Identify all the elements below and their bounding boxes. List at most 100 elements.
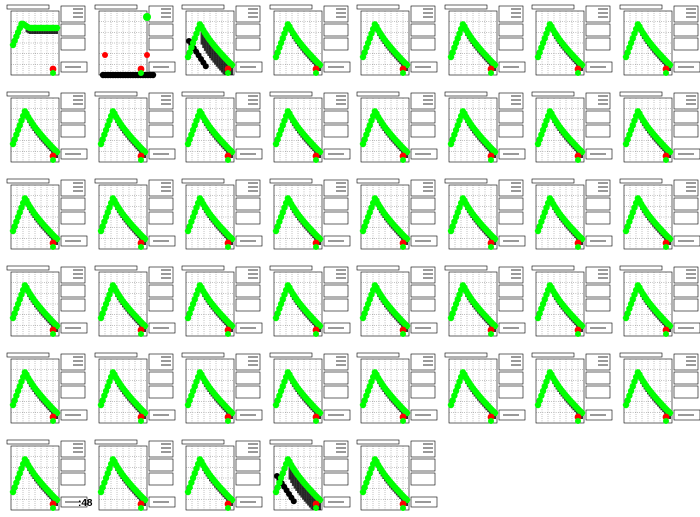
chart-panel: [268, 91, 352, 169]
chart-panel: [180, 352, 264, 430]
stats-box: [148, 23, 174, 37]
stats-box: [585, 211, 611, 225]
panel-title-box: [444, 352, 488, 358]
panel-title-box: [181, 352, 225, 358]
panel-title-box: [619, 91, 663, 97]
panel-svg: [269, 91, 351, 163]
green-marker: [225, 157, 231, 163]
tail-mark: [312, 493, 315, 510]
green-marker: [50, 70, 56, 76]
stats-box: [673, 211, 699, 225]
chart-panel: [5, 91, 89, 169]
green-marker: [488, 157, 494, 163]
stats-box: [148, 284, 174, 298]
green-marker: [225, 70, 231, 76]
green-marker: [50, 505, 56, 511]
chart-panel: [180, 265, 264, 343]
green-marker: [313, 70, 319, 76]
chart-panel: [268, 4, 352, 82]
stats-box: [498, 266, 524, 284]
chart-panel: [530, 178, 614, 256]
green-marker: [50, 418, 56, 424]
stats-box: [673, 197, 699, 211]
panel-svg: [6, 91, 88, 163]
stats-box: [673, 298, 699, 312]
chart-panel: [618, 265, 700, 343]
stats-box: [235, 385, 261, 399]
panel-title-box: [356, 439, 400, 445]
panel-title-box: [181, 265, 225, 271]
panel-title-box: [269, 352, 313, 358]
stats-box: [585, 92, 611, 110]
panel-title-box: [619, 178, 663, 184]
stats-box: [410, 23, 436, 37]
stats-box: [585, 284, 611, 298]
panel-svg: [356, 91, 438, 163]
tail-mark: [302, 481, 305, 500]
stats-box: [323, 5, 349, 23]
stats-box: [235, 353, 261, 371]
panel-title-box: [531, 4, 575, 10]
stats-box: [498, 124, 524, 138]
panel-title-box: [94, 265, 138, 271]
green-marker: [400, 505, 406, 511]
stats-box: [585, 110, 611, 124]
stats-box: [60, 37, 86, 51]
stats-box: [235, 23, 261, 37]
panel-svg: [619, 178, 700, 250]
chart-panel: [355, 439, 439, 517]
stats-box: [410, 92, 436, 110]
tail-mark: [319, 500, 321, 510]
panel-svg: [94, 439, 176, 511]
chart-panel: [618, 91, 700, 169]
stats-box: [410, 371, 436, 385]
stats-box: [323, 371, 349, 385]
stats-box: [410, 110, 436, 124]
panel-count-label: :48: [78, 498, 93, 509]
stats-box: [235, 5, 261, 23]
stats-box: [323, 353, 349, 371]
chart-panel: [268, 265, 352, 343]
stats-box: [673, 5, 699, 23]
stats-box: [410, 458, 436, 472]
chart-panel: [5, 439, 89, 517]
stats-box: [585, 23, 611, 37]
tail-mark: [219, 52, 222, 71]
stats-box: [235, 458, 261, 472]
tail-mark: [205, 35, 208, 54]
chart-panel: [5, 352, 89, 430]
chart-panel: [93, 265, 177, 343]
chart-panel: [443, 265, 527, 343]
stats-box: [673, 110, 699, 124]
panel-svg: [6, 352, 88, 424]
panel-title-box: [269, 178, 313, 184]
stats-box: [410, 197, 436, 211]
chart-panel: [180, 91, 264, 169]
stats-box: [673, 353, 699, 371]
panel-title-box: [6, 352, 50, 358]
panel-title-box: [6, 4, 50, 10]
green-marker: [138, 331, 144, 337]
panel-title-box: [269, 91, 313, 97]
chart-panel: [5, 178, 89, 256]
green-marker: [225, 244, 231, 250]
panel-svg: [94, 91, 176, 163]
stats-box: [148, 211, 174, 225]
tail-mark: [217, 50, 220, 69]
stats-box: [235, 197, 261, 211]
chart-panel: [93, 439, 177, 517]
tail-mark: [293, 470, 296, 489]
stats-box: [235, 371, 261, 385]
green-marker: [400, 70, 406, 76]
green-marker: [400, 418, 406, 424]
stats-box: [60, 179, 86, 197]
tail-mark: [224, 58, 227, 75]
tail-mark: [295, 472, 298, 491]
panel-title-box: [6, 178, 50, 184]
stats-box: [323, 440, 349, 458]
tail-mark: [203, 32, 206, 51]
green-marker: [575, 418, 581, 424]
chart-panel: [5, 4, 89, 82]
stats-box: [60, 92, 86, 110]
